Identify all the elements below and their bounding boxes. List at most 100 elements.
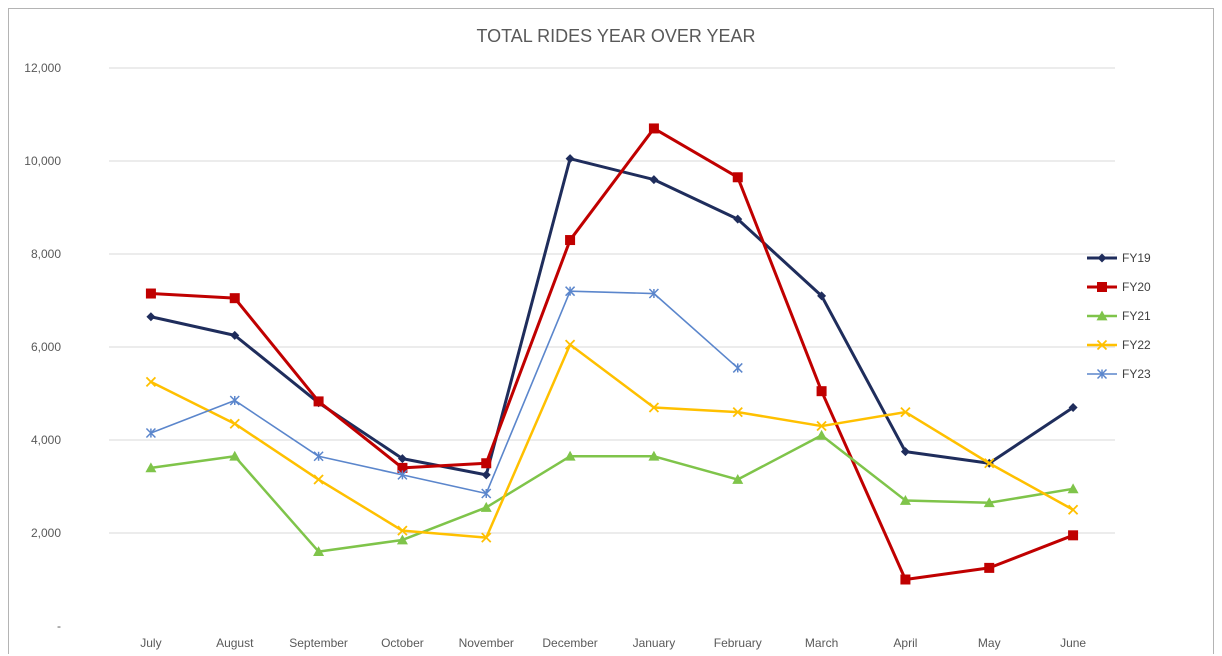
- data-point: [817, 291, 827, 301]
- chart-frame: TOTAL RIDES YEAR OVER YEAR - 2,000 4,000 6,…: [8, 8, 1214, 654]
- data-point: [649, 175, 659, 185]
- data-point: [733, 214, 743, 224]
- data-point: [480, 501, 492, 512]
- data-point: [732, 172, 743, 183]
- data-point: [1068, 402, 1078, 412]
- data-point: [648, 123, 659, 134]
- data-point: [984, 562, 995, 573]
- x-axis-ticks: July August September October November Decemb…: [140, 636, 1086, 650]
- y-tick-label: 6,000: [31, 340, 61, 354]
- data-point: [313, 396, 324, 407]
- data-point: [984, 458, 995, 469]
- data-point: [229, 395, 240, 406]
- series-line: [150, 126, 1074, 581]
- series-fy20: [145, 123, 1079, 585]
- legend-item: FY20: [1087, 280, 1151, 294]
- x-tick-label: June: [1060, 636, 1086, 650]
- data-point: [145, 462, 157, 473]
- series-line: [150, 157, 1074, 477]
- data-point: [145, 288, 156, 299]
- y-tick-label: 8,000: [31, 247, 61, 261]
- series-fy23: [145, 286, 743, 499]
- data-point: [229, 293, 240, 304]
- data-point: [900, 574, 911, 585]
- x-tick-label: April: [893, 636, 917, 650]
- data-point: [146, 312, 156, 322]
- data-point: [1096, 368, 1108, 380]
- data-point: [481, 458, 492, 469]
- data-point: [899, 494, 911, 505]
- series-lines: [145, 123, 1079, 585]
- data-point: [1097, 282, 1107, 292]
- data-point: [1067, 504, 1079, 515]
- data-point: [313, 451, 324, 462]
- data-point: [816, 429, 828, 440]
- legend: FY19 FY20 FY21 FY22 FY23: [1087, 251, 1151, 381]
- series-line: [150, 343, 1074, 539]
- x-tick-label: October: [381, 636, 424, 650]
- data-point: [145, 376, 157, 388]
- x-tick-label: July: [140, 636, 161, 650]
- series-line: [150, 434, 1074, 553]
- data-point: [313, 546, 325, 556]
- y-tick-label: 10,000: [24, 154, 61, 168]
- chart-title: TOTAL RIDES YEAR OVER YEAR: [476, 26, 755, 46]
- y-tick-label: 12,000: [24, 61, 61, 75]
- data-point: [1096, 339, 1108, 351]
- series-fy21: [145, 429, 1079, 556]
- y-tick-label: 4,000: [31, 433, 61, 447]
- data-point: [732, 474, 744, 484]
- data-point: [648, 288, 659, 299]
- x-tick-label: May: [978, 636, 1001, 650]
- data-point: [1067, 483, 1079, 494]
- x-tick-label: January: [633, 636, 676, 650]
- legend-item: FY23: [1087, 367, 1151, 381]
- data-point: [229, 418, 240, 429]
- legend-label: FY20: [1122, 280, 1151, 294]
- y-tick-label: -: [57, 619, 61, 633]
- data-point: [648, 450, 660, 461]
- data-point: [481, 532, 492, 543]
- y-axis-ticks: - 2,000 4,000 6,000 8,000 10,000 12,000: [24, 61, 61, 633]
- x-tick-label: March: [805, 636, 838, 650]
- data-point: [313, 474, 324, 485]
- x-tick-label: February: [714, 636, 762, 650]
- x-tick-label: November: [459, 636, 514, 650]
- data-point: [1096, 310, 1108, 321]
- gridlines: [109, 67, 1115, 534]
- data-point: [481, 470, 491, 480]
- data-point: [816, 420, 827, 432]
- data-point: [1097, 253, 1107, 263]
- series-line: [150, 290, 739, 495]
- legend-item: FY22: [1087, 338, 1151, 352]
- x-tick-label: December: [542, 636, 597, 650]
- data-point: [397, 525, 408, 536]
- data-point: [564, 339, 576, 350]
- data-point: [900, 406, 911, 418]
- data-point: [481, 488, 492, 499]
- legend-label: FY23: [1122, 367, 1151, 381]
- y-tick-label: 2,000: [31, 526, 61, 540]
- series-fy22: [145, 339, 1079, 543]
- data-point: [565, 154, 575, 164]
- data-point: [565, 286, 576, 297]
- data-point: [230, 330, 240, 340]
- data-point: [564, 450, 576, 461]
- data-point: [816, 386, 827, 397]
- x-tick-label: August: [216, 636, 254, 650]
- data-point: [397, 469, 408, 480]
- data-point: [1068, 530, 1079, 541]
- x-tick-label: September: [289, 636, 348, 650]
- legend-item: FY21: [1087, 309, 1151, 323]
- line-chart: TOTAL RIDES YEAR OVER YEAR - 2,000 4,000 6,…: [24, 26, 1151, 650]
- data-point: [397, 462, 408, 473]
- legend-label: FY19: [1122, 251, 1151, 265]
- data-point: [732, 406, 743, 418]
- data-point: [900, 447, 910, 457]
- data-point: [397, 454, 407, 464]
- legend-item: FY19: [1087, 251, 1151, 265]
- data-point: [565, 235, 576, 246]
- data-point: [648, 402, 660, 413]
- data-point: [229, 450, 241, 461]
- data-point: [145, 427, 156, 439]
